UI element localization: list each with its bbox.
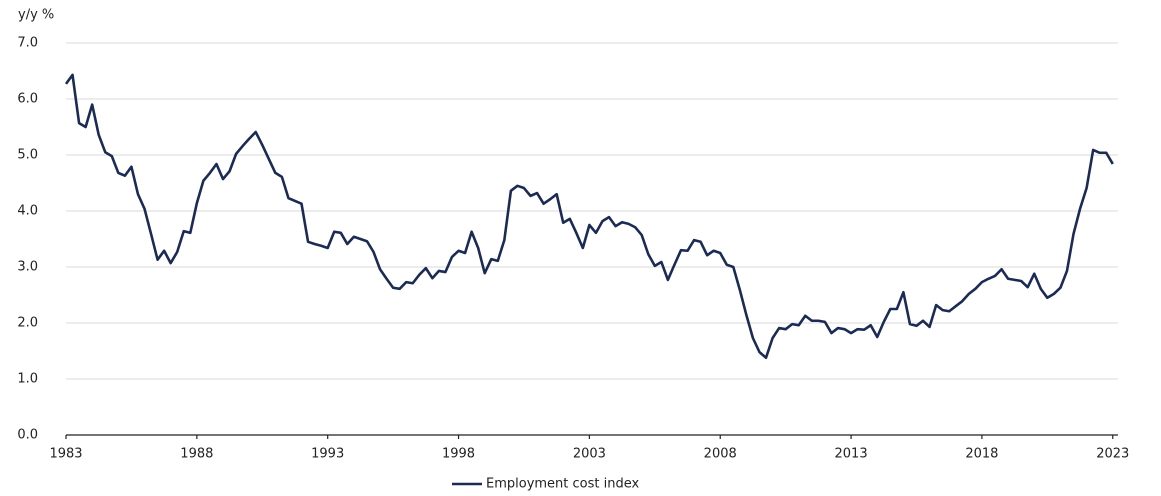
- x-tick-label: 2018: [965, 447, 998, 462]
- x-tick-label: 1983: [49, 447, 82, 462]
- y-tick-label: 4.0: [17, 204, 38, 219]
- y-tick-label: 7.0: [17, 36, 38, 51]
- y-axis-label: y/y %: [18, 8, 54, 23]
- legend-label: Employment cost index: [486, 477, 639, 492]
- y-tick-label: 0.0: [17, 428, 38, 443]
- x-tick-label: 2003: [573, 447, 606, 462]
- y-tick-label: 3.0: [17, 260, 38, 275]
- x-tick-label: 2008: [704, 447, 737, 462]
- x-tick-label: 1998: [442, 447, 475, 462]
- y-tick-label: 1.0: [17, 372, 38, 387]
- line-series: [64, 73, 1114, 360]
- x-tick-label: 1988: [180, 447, 213, 462]
- x-tick-label: 2013: [835, 447, 868, 462]
- y-tick-label: 2.0: [17, 316, 38, 331]
- y-tick-label: 6.0: [17, 92, 38, 107]
- x-tick-label: 1993: [311, 447, 344, 462]
- x-tick-label: 2023: [1096, 447, 1129, 462]
- y-tick-label: 5.0: [17, 148, 38, 163]
